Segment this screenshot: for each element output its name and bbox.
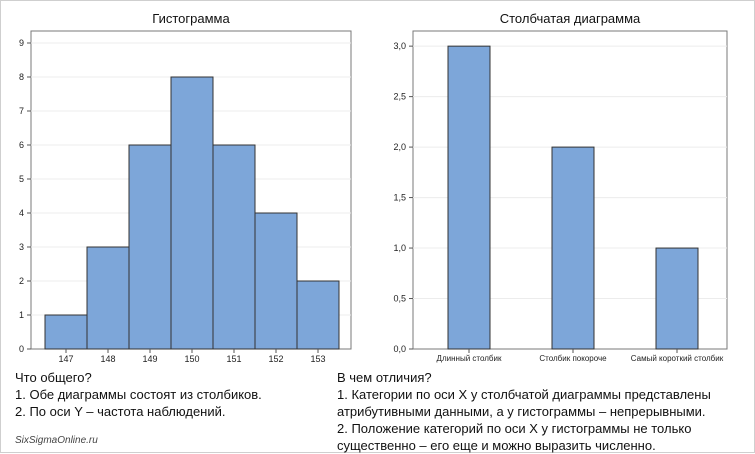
bar-chart-y-tick-label: 1,5	[393, 193, 406, 203]
histogram-x-tick-label: 153	[310, 354, 325, 364]
histogram-x-tick-label: 150	[184, 354, 199, 364]
histogram-y-tick-label: 3	[19, 242, 24, 252]
difference-item: 1. Категории по оси X у столбчатой диагр…	[337, 387, 711, 419]
histogram-y-tick-label: 7	[19, 106, 24, 116]
histogram-y-tick-label: 1	[19, 310, 24, 320]
bar-chart-x-tick-label: Столбик покороче	[539, 354, 607, 363]
site-watermark: SixSigmaOnline.ru	[15, 435, 98, 446]
histogram-x-tick-label: 149	[142, 354, 157, 364]
similarity-item: 2. По оси Y – частота наблюдений.	[15, 404, 226, 419]
histogram-y-tick-label: 2	[19, 276, 24, 286]
bar-chart-y-tick-label: 3,0	[393, 41, 406, 51]
bar-chart-title: Столбчатая диаграмма	[499, 11, 641, 26]
bar-chart-y-tick-label: 0,0	[393, 344, 406, 354]
similarity-item: 1. Обе диаграммы состоят из столбиков.	[15, 387, 262, 402]
histogram-y-tick-label: 4	[19, 208, 24, 218]
histogram-y-tick-label: 9	[19, 38, 24, 48]
histogram-title: Гистограмма	[152, 11, 230, 26]
bar-chart-bar	[551, 146, 595, 350]
histogram-y-tick-label: 0	[19, 344, 24, 354]
similarities-notes: Что общего? 1. Обе диаграммы состоят из …	[15, 369, 335, 420]
differences-heading: В чем отличия?	[337, 370, 432, 385]
bar-chart-bar	[447, 45, 491, 350]
difference-item: 2. Положение категорий по оси X у гистог…	[337, 421, 692, 453]
bar-chart-y-tick-label: 0,5	[393, 294, 406, 304]
histogram-x-tick-label: 148	[100, 354, 115, 364]
histogram-x-tick-label: 152	[268, 354, 283, 364]
similarities-heading: Что общего?	[15, 370, 92, 385]
histogram-y-tick-label: 6	[19, 140, 24, 150]
histogram-x-tick-label: 151	[226, 354, 241, 364]
histogram-x-tick-label: 147	[58, 354, 73, 364]
bar-chart-y-tick-label: 1,0	[393, 243, 406, 253]
histogram-y-tick-label: 5	[19, 174, 24, 184]
bar-chart-x-tick-label: Длинный столбик	[437, 354, 502, 363]
bar-chart-y-tick-label: 2,5	[393, 92, 406, 102]
bar-chart-y-tick-label: 2,0	[393, 142, 406, 152]
bar-chart-bar	[655, 247, 699, 350]
differences-notes: В чем отличия? 1. Категории по оси X у с…	[337, 369, 752, 454]
bar-chart-x-tick-label: Самый короткий столбик	[631, 354, 724, 363]
histogram-bar	[86, 246, 130, 350]
histogram-y-tick-label: 8	[19, 72, 24, 82]
histogram-bar	[254, 212, 298, 350]
